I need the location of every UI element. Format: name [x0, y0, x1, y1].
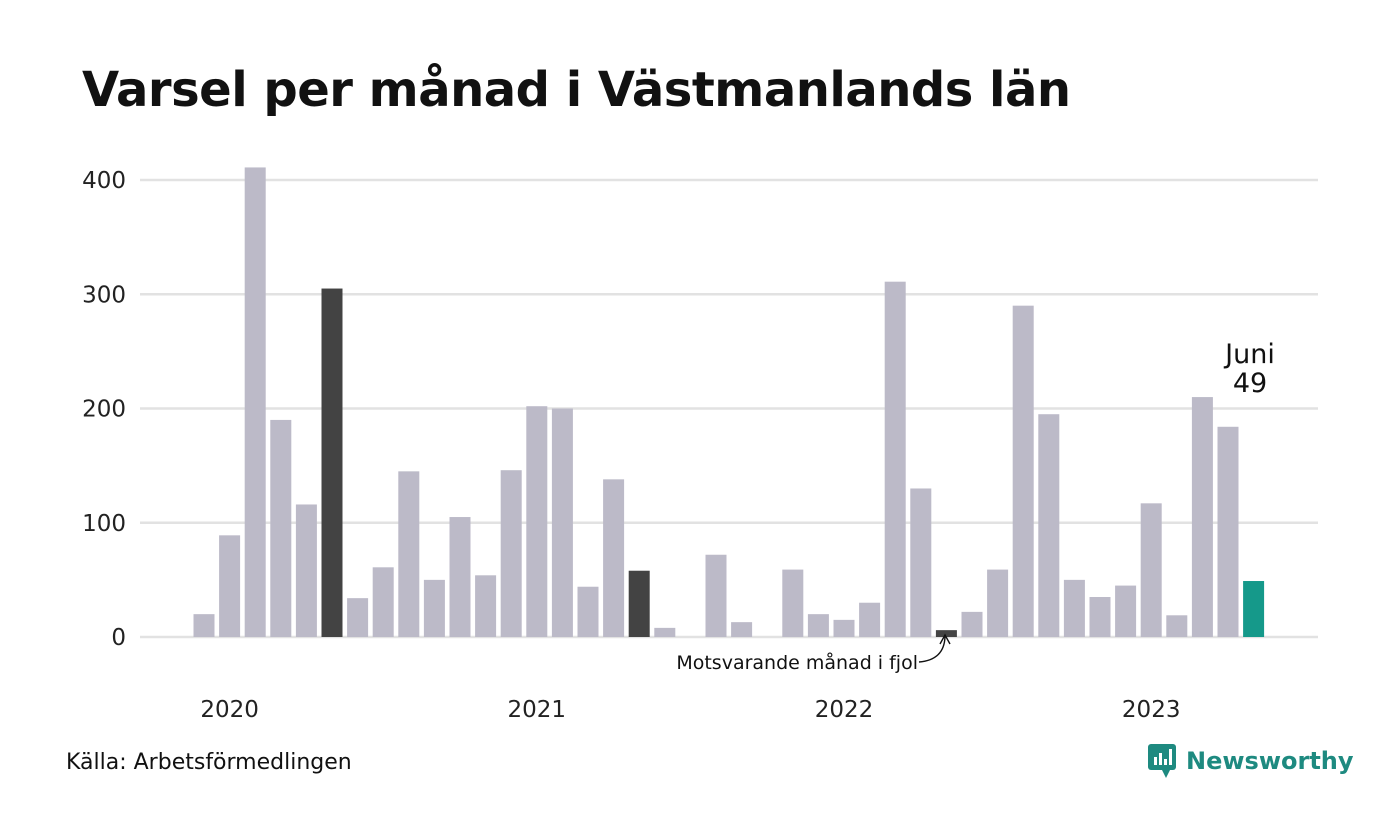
bar: [577, 586, 599, 637]
bar: [1089, 597, 1111, 637]
bar: [807, 614, 829, 637]
bar: [1140, 503, 1162, 637]
same-month-annotation: Motsvarande månad i fjol: [676, 651, 918, 674]
bar: [859, 602, 881, 637]
x-tick-label: 2020: [200, 697, 259, 723]
bar: [193, 614, 215, 637]
chart-title: Varsel per månad i Västmanlands län: [82, 62, 1071, 118]
bar: [731, 622, 753, 637]
bar-chart: 0 100 200 300 400 2020 2021 2022 2023 Motsvaran…: [82, 167, 1318, 723]
y-tick-label: 100: [82, 511, 126, 537]
bar: [551, 408, 573, 637]
bar: [372, 567, 394, 637]
bar: [961, 611, 983, 637]
bar: [449, 517, 471, 637]
bar: [347, 598, 369, 637]
bar-same-month-last-year: [321, 288, 343, 637]
y-tick-label: 400: [82, 168, 126, 194]
bar: [833, 619, 855, 637]
bar-current-month: [1243, 581, 1265, 637]
bar: [884, 281, 906, 637]
bar-same-month-last-year: [628, 570, 650, 637]
y-tick-label: 200: [82, 397, 126, 423]
bars: [193, 167, 1265, 637]
bar: [603, 479, 625, 637]
bar: [295, 504, 317, 637]
bar: [244, 167, 266, 637]
annotation-arrow: [918, 636, 946, 663]
bar: [1063, 579, 1085, 637]
bar: [398, 471, 420, 637]
y-axis-ticks: 0 100 200 300 400: [82, 168, 126, 651]
y-tick-label: 0: [111, 625, 126, 651]
bar: [654, 627, 676, 637]
bar: [910, 488, 932, 637]
x-axis-ticks: 2020 2021 2022 2023: [200, 697, 1180, 723]
brand-logo: Newsworthy: [1148, 744, 1354, 778]
y-tick-label: 300: [82, 282, 126, 308]
current-value-label: 49: [1233, 368, 1267, 399]
x-tick-label: 2021: [508, 697, 567, 723]
bar: [705, 554, 727, 637]
bar: [1166, 615, 1188, 637]
newsworthy-logo-icon: [1148, 744, 1176, 778]
bar: [1217, 426, 1239, 637]
bar: [1115, 585, 1137, 637]
x-tick-label: 2022: [815, 697, 874, 723]
bar: [1012, 305, 1034, 637]
bar: [270, 419, 292, 637]
x-tick-label: 2023: [1122, 697, 1181, 723]
bar: [500, 470, 522, 637]
bar: [423, 579, 445, 637]
bar: [782, 569, 804, 637]
bar: [1038, 414, 1060, 637]
brand-name: Newsworthy: [1186, 747, 1354, 775]
bar: [987, 569, 1009, 637]
bar: [219, 535, 241, 637]
bar: [526, 406, 548, 637]
source-note: Källa: Arbetsförmedlingen: [66, 750, 352, 775]
bar: [1191, 397, 1213, 637]
current-month-label: Juni: [1223, 339, 1275, 370]
bar: [475, 575, 497, 637]
annotation-arrow-head: [939, 633, 951, 645]
bar-same-month-last-year: [935, 630, 957, 637]
annotations: Motsvarande månad i fjol Juni 49: [676, 339, 1275, 674]
